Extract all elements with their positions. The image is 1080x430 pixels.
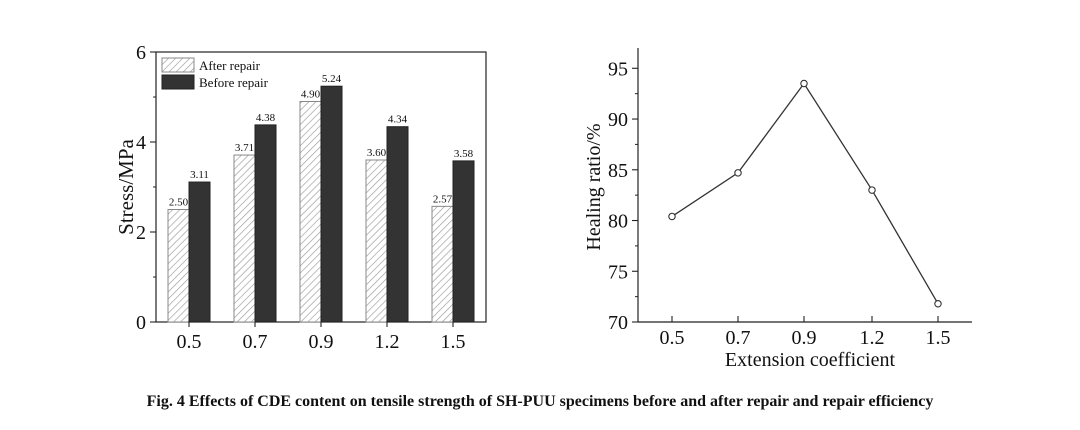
legend-swatch-after-repair <box>161 57 195 73</box>
bar-chart-stress: 0 2 4 6 Stress/MPa 0.5 0.7 0.9 1.2 1.5 2.50 3.11 3.7… <box>114 42 487 353</box>
x-tick-label: 0.5 <box>177 331 202 353</box>
bar-after-repair <box>167 209 190 323</box>
data-label-after-repair: 2.50 <box>169 197 189 209</box>
data-point-healing-ratio <box>668 212 676 221</box>
y-tick-label: 85 <box>608 160 628 182</box>
data-label-before-repair: 5.24 <box>322 73 342 85</box>
y-tick-label: 4 <box>136 132 146 154</box>
data-label-before-repair: 4.34 <box>388 114 408 126</box>
y-tick-label: 6 <box>136 42 146 64</box>
y-tick-label: 0 <box>136 312 146 334</box>
x-tick-label: 0.9 <box>792 327 817 349</box>
legend-label-after-repair: After repair <box>199 58 261 73</box>
y-tick-label: 80 <box>608 211 628 233</box>
data-label-after-repair: 2.57 <box>433 193 453 205</box>
x-tick-label: 0.7 <box>243 331 268 353</box>
x-tick-label: 1.5 <box>926 327 951 349</box>
bar-after-repair <box>233 154 256 323</box>
line-chart-healing-ratio: 70 75 80 85 90 95 Healing ratio/% 0.5 0.7 0.9 1.2 1… <box>583 48 972 371</box>
x-tick-label: 1.2 <box>860 327 885 349</box>
data-label-before-repair: 4.38 <box>256 112 276 124</box>
legend-swatch-before-repair <box>161 74 195 90</box>
x-tick-label: 0.7 <box>726 327 751 349</box>
data-point-healing-ratio <box>934 299 942 308</box>
data-point-healing-ratio <box>868 186 876 194</box>
x-tick-label: 0.9 <box>309 331 334 353</box>
y-axis-label: Stress/MPa <box>114 138 138 234</box>
x-axis-label: Extension coefficient <box>725 349 896 371</box>
x-tick-label: 0.5 <box>660 327 685 349</box>
bar-before-repair <box>386 126 409 323</box>
y-tick-label: 70 <box>608 312 628 334</box>
y-tick-label: 75 <box>608 261 628 283</box>
y-tick-label: 2 <box>136 222 146 244</box>
bar-before-repair <box>452 160 475 323</box>
x-tick-label: 1.2 <box>375 331 400 353</box>
data-label-after-repair: 4.90 <box>301 89 321 101</box>
x-tick-label: 1.5 <box>441 331 466 353</box>
bar-before-repair <box>254 124 277 323</box>
figure-caption: Fig. 4 Effects of CDE content on tensile… <box>146 393 934 410</box>
bar-before-repair <box>188 181 211 323</box>
bar-after-repair <box>365 159 388 323</box>
data-label-before-repair: 3.58 <box>454 148 474 160</box>
bar-after-repair <box>431 205 454 323</box>
bar-after-repair <box>299 101 322 323</box>
series-line-healing-ratio <box>671 82 939 305</box>
legend-label-before-repair: Before repair <box>199 75 269 90</box>
data-label-before-repair: 3.11 <box>190 169 209 181</box>
data-label-after-repair: 3.71 <box>235 142 254 154</box>
bar-before-repair <box>320 85 343 323</box>
data-point-healing-ratio <box>734 169 742 177</box>
data-label-after-repair: 3.60 <box>367 147 387 159</box>
y-tick-label: 90 <box>608 109 628 131</box>
y-tick-label: 95 <box>608 58 628 80</box>
y-axis-label: Healing ratio/% <box>583 123 605 250</box>
data-point-healing-ratio <box>800 79 808 88</box>
